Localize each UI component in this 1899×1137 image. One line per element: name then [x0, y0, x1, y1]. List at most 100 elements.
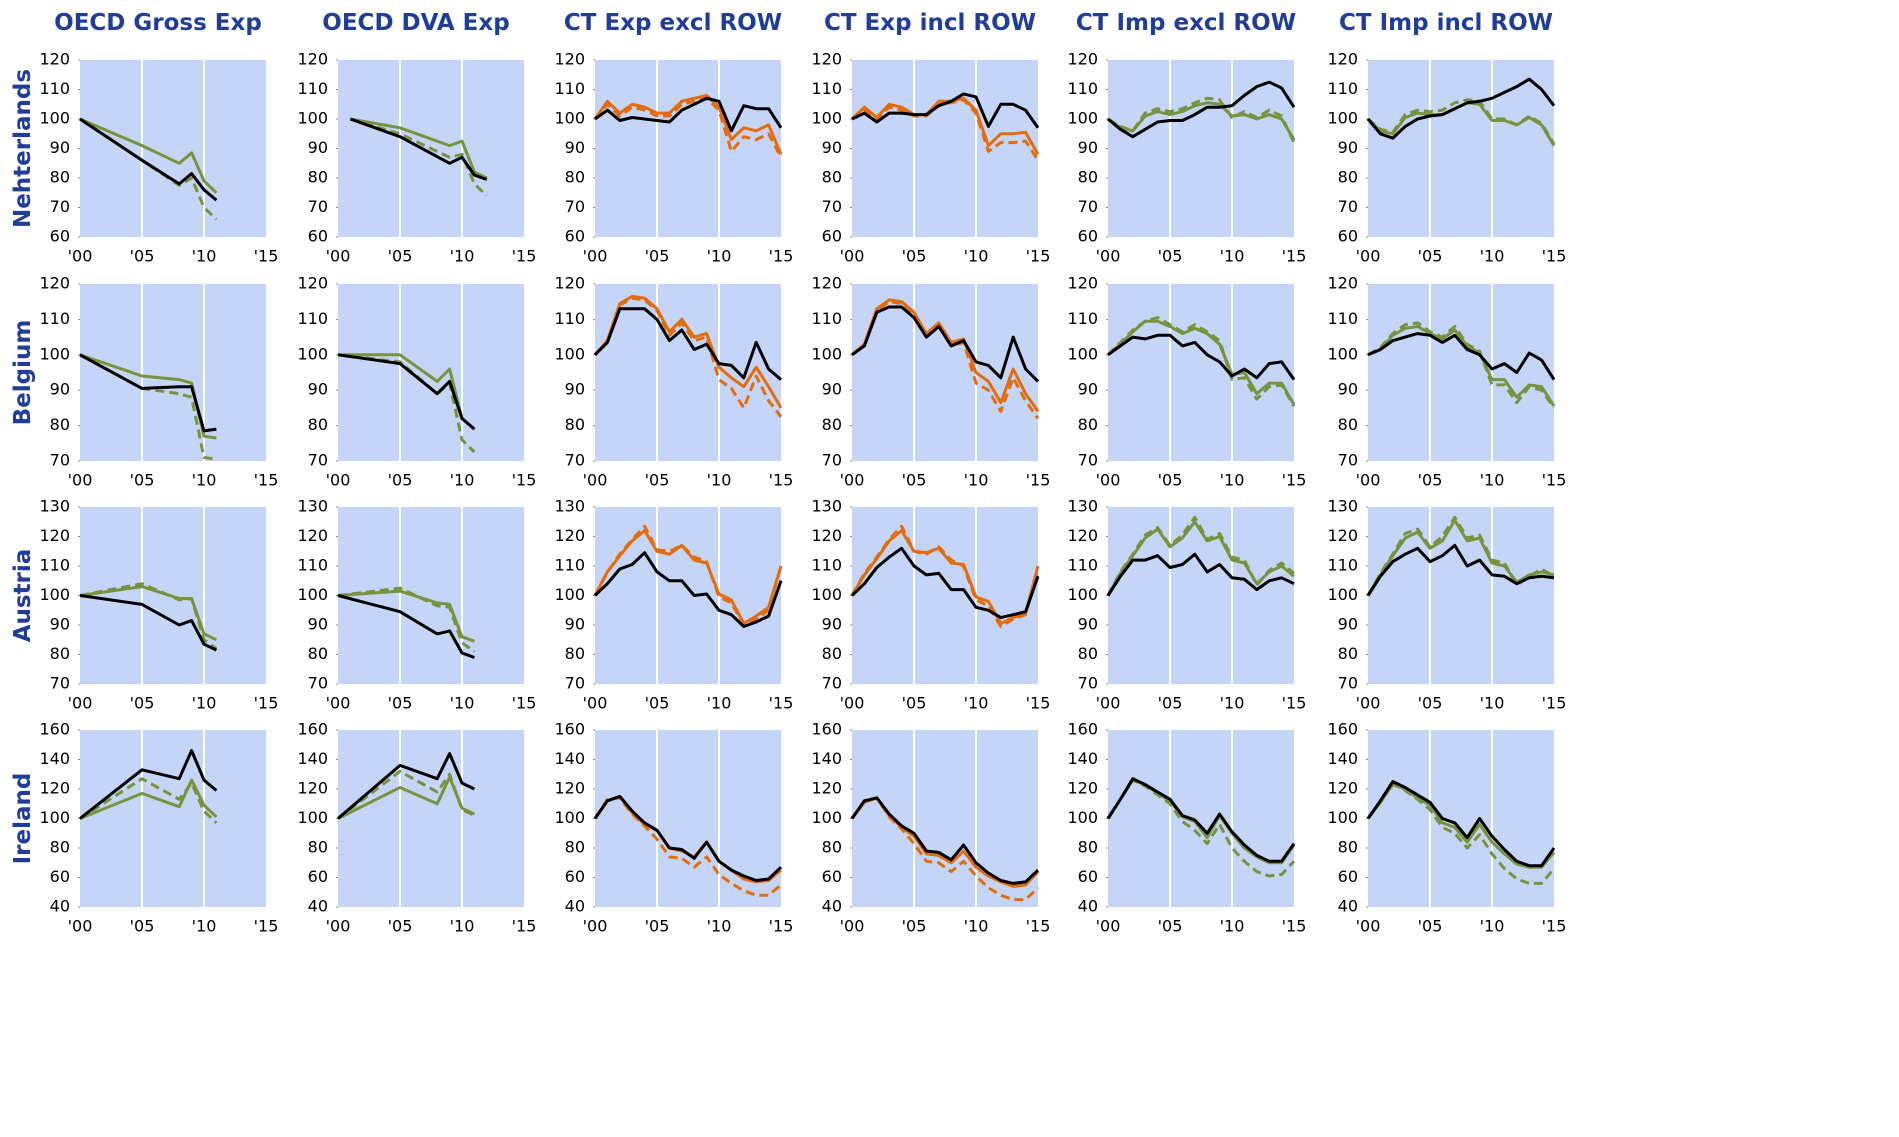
x-tick-label: '00	[1096, 247, 1121, 266]
y-tick-label: 90	[1338, 380, 1358, 399]
y-tick-label: 100	[297, 808, 328, 827]
x-tick-label: '05	[645, 247, 670, 266]
line-series	[850, 96, 1040, 156]
plot-area	[1368, 730, 1554, 907]
line-series	[79, 117, 218, 202]
x-tick-label: '10	[192, 917, 217, 936]
y-tick-label: 120	[39, 526, 70, 545]
line-series	[593, 307, 782, 381]
x-tick-label: '05	[130, 471, 155, 490]
x-tick-label: '05	[1158, 247, 1183, 266]
line-series	[79, 778, 218, 820]
line-series	[593, 551, 783, 628]
y-tick-label: 60	[565, 867, 585, 886]
line-series	[594, 96, 783, 133]
x-tick-label: '05	[1418, 694, 1443, 713]
x-tick-label: '05	[902, 694, 927, 713]
y-tick-label: 110	[1067, 79, 1098, 98]
plot-area	[1108, 60, 1294, 237]
y-tick-label: 80	[822, 168, 842, 187]
y-tick-label: 70	[1338, 674, 1358, 693]
x-tick-label: '10	[192, 471, 217, 490]
y-tick-label: 90	[50, 138, 70, 157]
y-tick-label: 80	[50, 415, 70, 434]
y-tick-label: 120	[811, 50, 842, 69]
y-tick-label: 120	[297, 526, 328, 545]
y-tick-label: 160	[39, 720, 70, 739]
plot-area	[1108, 507, 1294, 684]
x-tick-label: '15	[512, 694, 537, 713]
y-tick-label: 70	[822, 451, 842, 470]
x-tick-label: '00	[68, 247, 93, 266]
y-tick-label: 80	[565, 644, 585, 663]
y-tick-label: 140	[1067, 749, 1098, 768]
y-tick-label: 90	[1338, 615, 1358, 634]
y-tick-label: 90	[1078, 138, 1098, 157]
plot-area	[80, 284, 266, 461]
column-title: OECD DVA Exp	[322, 10, 509, 36]
y-tick-label: 80	[1338, 168, 1358, 187]
x-tick-label: '15	[254, 471, 279, 490]
line-series	[1367, 321, 1556, 409]
x-tick-label: '10	[1220, 471, 1245, 490]
x-tick-label: '05	[130, 917, 155, 936]
y-tick-label: 120	[554, 274, 585, 293]
x-tick-label: '05	[388, 247, 413, 266]
line-series	[79, 777, 218, 824]
x-tick-label: '00	[68, 471, 93, 490]
y-tick-label: 100	[1067, 808, 1098, 827]
y-tick-label: 120	[1067, 274, 1098, 293]
x-tick-label: '15	[1542, 247, 1567, 266]
y-tick-label: 160	[1327, 720, 1358, 739]
y-tick-label: 40	[1338, 897, 1358, 916]
x-tick-label: '00	[1096, 471, 1121, 490]
x-tick-label: '00	[68, 917, 93, 936]
line-series	[1366, 780, 1556, 868]
line-series	[1366, 543, 1555, 597]
y-tick-label: 70	[308, 674, 328, 693]
line-series	[337, 752, 476, 820]
x-tick-label: '15	[1282, 471, 1307, 490]
y-tick-label: 100	[811, 585, 842, 604]
y-tick-label: 80	[1078, 838, 1098, 857]
y-tick-label: 100	[1067, 109, 1098, 128]
line-series	[593, 794, 783, 882]
line-series	[1107, 96, 1296, 144]
line-series	[350, 117, 488, 180]
y-tick-label: 80	[50, 644, 70, 663]
x-tick-label: '10	[1480, 694, 1505, 713]
x-tick-label: '15	[1542, 471, 1567, 490]
y-tick-label: 80	[308, 168, 328, 187]
y-tick-label: 100	[39, 109, 70, 128]
line-series	[79, 117, 218, 194]
x-tick-label: '15	[769, 694, 794, 713]
x-tick-label: '00	[583, 917, 608, 936]
y-tick-label: 70	[822, 674, 842, 693]
x-tick-label: '00	[583, 247, 608, 266]
x-tick-label: '15	[1282, 247, 1307, 266]
x-tick-label: '10	[1220, 247, 1245, 266]
x-tick-label: '00	[840, 917, 865, 936]
y-tick-label: 60	[822, 867, 842, 886]
y-tick-label: 70	[50, 451, 70, 470]
y-tick-label: 160	[811, 720, 842, 739]
x-tick-label: '10	[192, 694, 217, 713]
line-series	[850, 796, 1040, 885]
x-tick-label: '15	[1026, 917, 1051, 936]
y-tick-label: 110	[811, 556, 842, 575]
y-tick-label: 120	[554, 526, 585, 545]
plot-area	[852, 507, 1038, 684]
plot-area	[852, 284, 1038, 461]
y-tick-label: 90	[565, 138, 585, 157]
x-tick-label: '00	[583, 694, 608, 713]
y-tick-label: 140	[297, 749, 328, 768]
y-tick-label: 40	[565, 897, 585, 916]
x-tick-label: '05	[902, 247, 927, 266]
y-tick-label: 160	[554, 720, 585, 739]
y-tick-label: 110	[297, 556, 328, 575]
y-tick-label: 60	[1078, 227, 1098, 246]
y-tick-label: 40	[308, 897, 328, 916]
row-label: Austria	[10, 549, 36, 643]
y-tick-label: 80	[1338, 644, 1358, 663]
y-tick-label: 100	[811, 808, 842, 827]
